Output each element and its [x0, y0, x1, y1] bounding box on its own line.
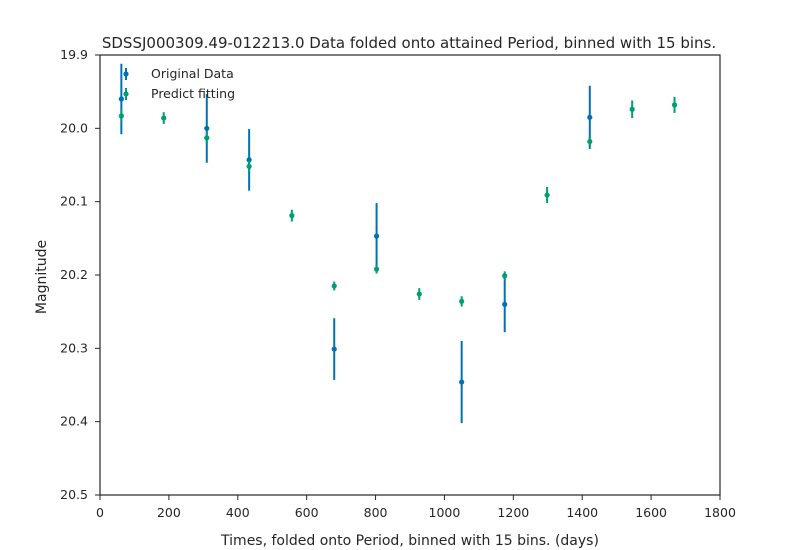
legend: Original Data Predict fitting	[123, 66, 235, 101]
data-point	[331, 346, 337, 352]
data-point	[246, 163, 252, 170]
y-tick-label: 19.9	[60, 47, 88, 62]
y-tick-label: 20.0	[60, 120, 88, 135]
data-point	[331, 283, 337, 289]
x-tick-label: 0	[96, 505, 104, 520]
data-point	[629, 106, 635, 112]
data-point	[373, 233, 380, 239]
legend-marker	[123, 91, 129, 97]
data-point	[204, 125, 210, 131]
legend-label: Original Data	[151, 66, 234, 81]
x-tick-label: 1800	[704, 505, 736, 520]
x-tick-label: 600	[295, 505, 319, 520]
y-tick-label: 20.2	[60, 267, 88, 282]
x-tick-label: 400	[226, 505, 250, 520]
legend-entry: Predict fitting	[123, 86, 235, 101]
y-tick-label: 20.1	[60, 194, 88, 209]
data-point	[416, 291, 422, 297]
data-point	[118, 96, 124, 102]
data-point	[161, 115, 167, 121]
data-point	[246, 157, 252, 163]
legend-entry: Original Data	[123, 66, 234, 81]
legend-label: Predict fitting	[151, 86, 235, 101]
series-original-data	[118, 63, 593, 424]
plot-area: 0 200 400 600 800 1000 1200 1400 1600 1800 19.9 20.…	[60, 47, 736, 520]
series-layer	[118, 63, 678, 424]
y-tick-label: 20.3	[60, 340, 88, 355]
data-point	[459, 298, 465, 304]
x-tick-label: 1600	[635, 505, 667, 520]
axis-ticks: 0 200 400 600 800 1000 1200 1400 1600 1800 19.9 20.…	[60, 47, 736, 520]
x-axis-label: Times, folded onto Period, binned with 1…	[220, 533, 599, 549]
data-point	[544, 192, 550, 198]
data-point	[204, 135, 210, 141]
y-axis-label: Magnitude	[34, 240, 50, 314]
data-point	[502, 273, 508, 279]
data-point	[587, 138, 593, 145]
chart-title: SDSSJ000309.49-012213.0 Data folded onto…	[102, 34, 716, 52]
y-tick-label: 20.5	[60, 487, 88, 502]
series-predict-fitting	[118, 96, 678, 307]
x-tick-label: 1000	[429, 505, 461, 520]
y-tick-label: 20.4	[60, 414, 88, 429]
x-tick-label: 1400	[566, 505, 598, 520]
data-point	[118, 113, 124, 119]
data-point	[289, 213, 295, 219]
data-point	[671, 102, 678, 108]
plot-frame	[99, 54, 721, 496]
data-point	[587, 114, 593, 120]
x-tick-label: 200	[157, 505, 181, 520]
data-point	[373, 266, 380, 272]
data-point	[459, 379, 465, 385]
x-tick-label: 800	[364, 505, 388, 520]
legend-marker	[123, 71, 129, 77]
data-point	[502, 301, 508, 307]
x-tick-label: 1200	[497, 505, 529, 520]
